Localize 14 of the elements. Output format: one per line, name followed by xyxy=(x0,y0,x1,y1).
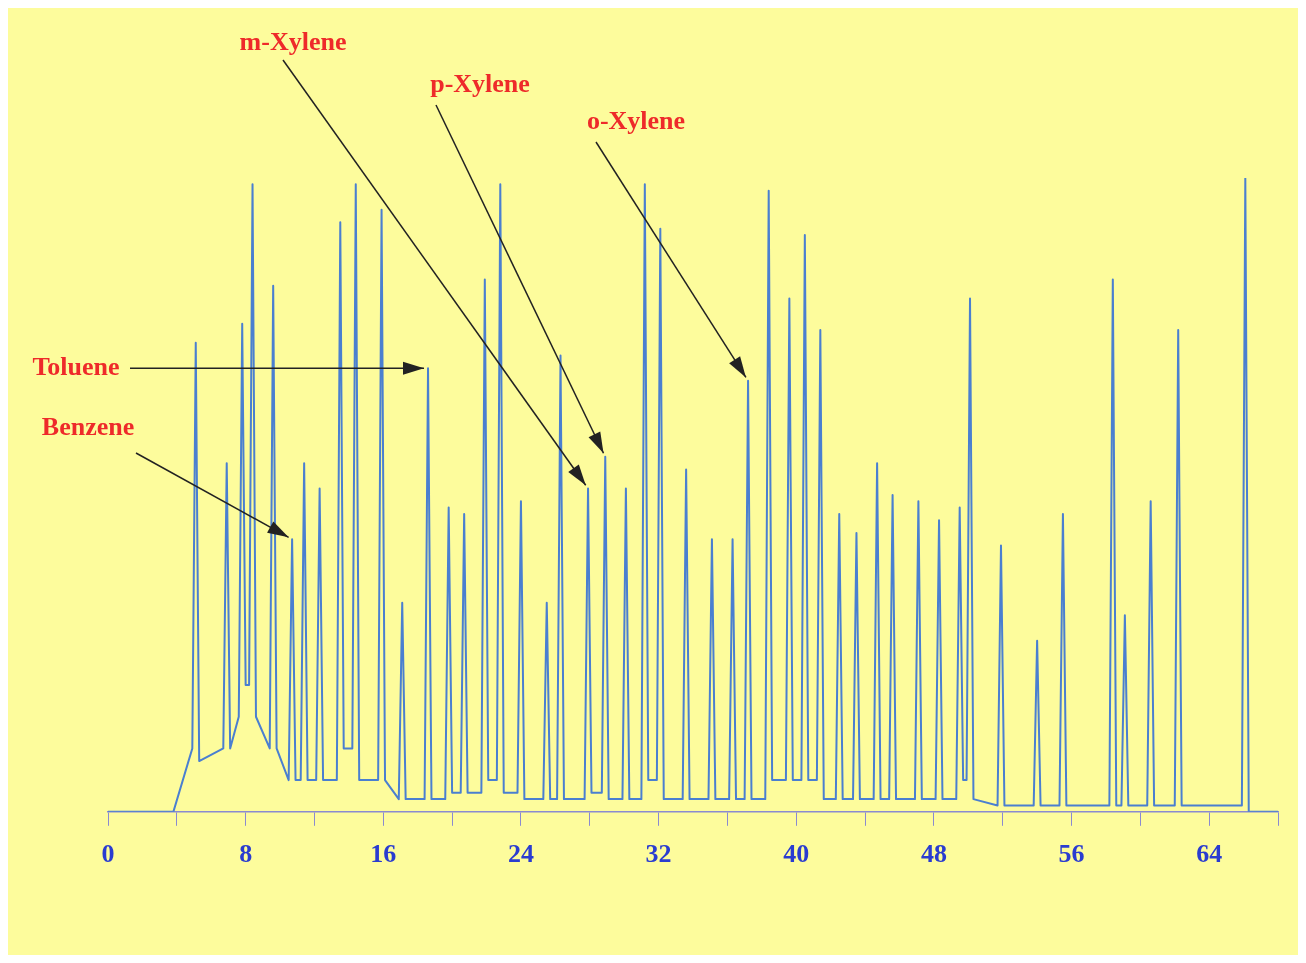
annotation: Benzene xyxy=(41,411,135,441)
x-tick-label: 56 xyxy=(1058,839,1085,869)
annotation: Toluene xyxy=(32,351,120,381)
annotation: m-Xylene xyxy=(239,26,347,56)
x-tick-label: 24 xyxy=(507,839,534,869)
x-tick-label: 64 xyxy=(1196,839,1223,869)
x-tick-label: 48 xyxy=(920,839,947,869)
x-tick-label: 40 xyxy=(783,839,810,869)
annotation: p-Xylene xyxy=(430,68,530,98)
annotation: o-Xylene xyxy=(586,105,686,135)
x-tick-label: 0 xyxy=(101,839,115,869)
x-tick-label: 32 xyxy=(645,839,672,869)
x-tick-label: 8 xyxy=(239,839,253,869)
x-tick-label: 16 xyxy=(370,839,397,869)
